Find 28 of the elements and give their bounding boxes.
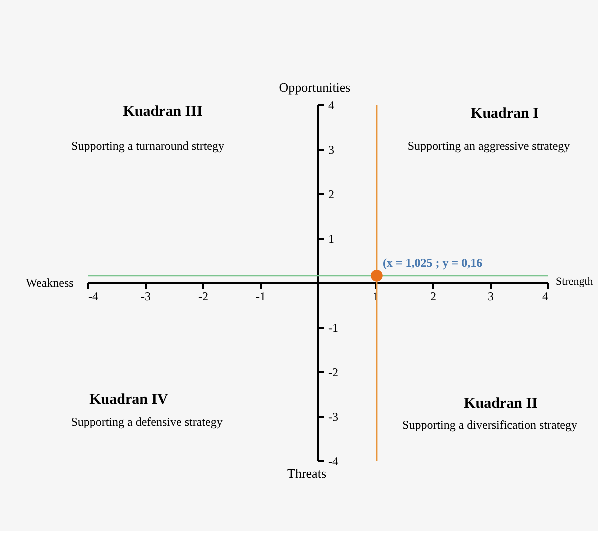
text: Opportunities: [279, 80, 351, 95]
y-tick-label: -1: [328, 321, 338, 335]
annotation: Kuadran I: [471, 106, 540, 122]
y-tick-label: -4: [328, 454, 338, 468]
annotation: (x = 1,025 ; y = 0,16: [382, 256, 483, 270]
y-tick-label: -3: [328, 410, 338, 424]
x-tick-label: -2: [198, 290, 208, 304]
annotation: Supporting a defensive strategy: [71, 415, 223, 429]
y-tick-label: 2: [328, 188, 334, 202]
x-tick-label: -4: [88, 290, 98, 304]
x-tick-label: 4: [542, 290, 548, 304]
y-tick-label: 3: [328, 143, 334, 157]
annotation: Kuadran II: [464, 396, 538, 412]
annotation: Kuadran IV: [90, 392, 169, 408]
annotation: Kuadran III: [123, 104, 203, 120]
y-tick-label: 1: [328, 232, 334, 246]
y-tick-label: 4: [328, 98, 334, 112]
annotation: Supporting a diversification strategy: [402, 418, 578, 432]
x-tick-label: 2: [430, 290, 436, 304]
text: Threats: [288, 466, 326, 481]
x-tick-label: -3: [141, 290, 151, 304]
text: Weakness: [26, 276, 74, 290]
annotation: Supporting an aggressive strategy: [408, 139, 570, 153]
text: Strength: [556, 276, 594, 288]
y-tick-label: -2: [328, 366, 338, 380]
x-tick-label: 3: [488, 290, 494, 304]
annotation: Supporting a turnaround strtegy: [72, 139, 224, 153]
x-tick-label: -1: [256, 290, 266, 304]
